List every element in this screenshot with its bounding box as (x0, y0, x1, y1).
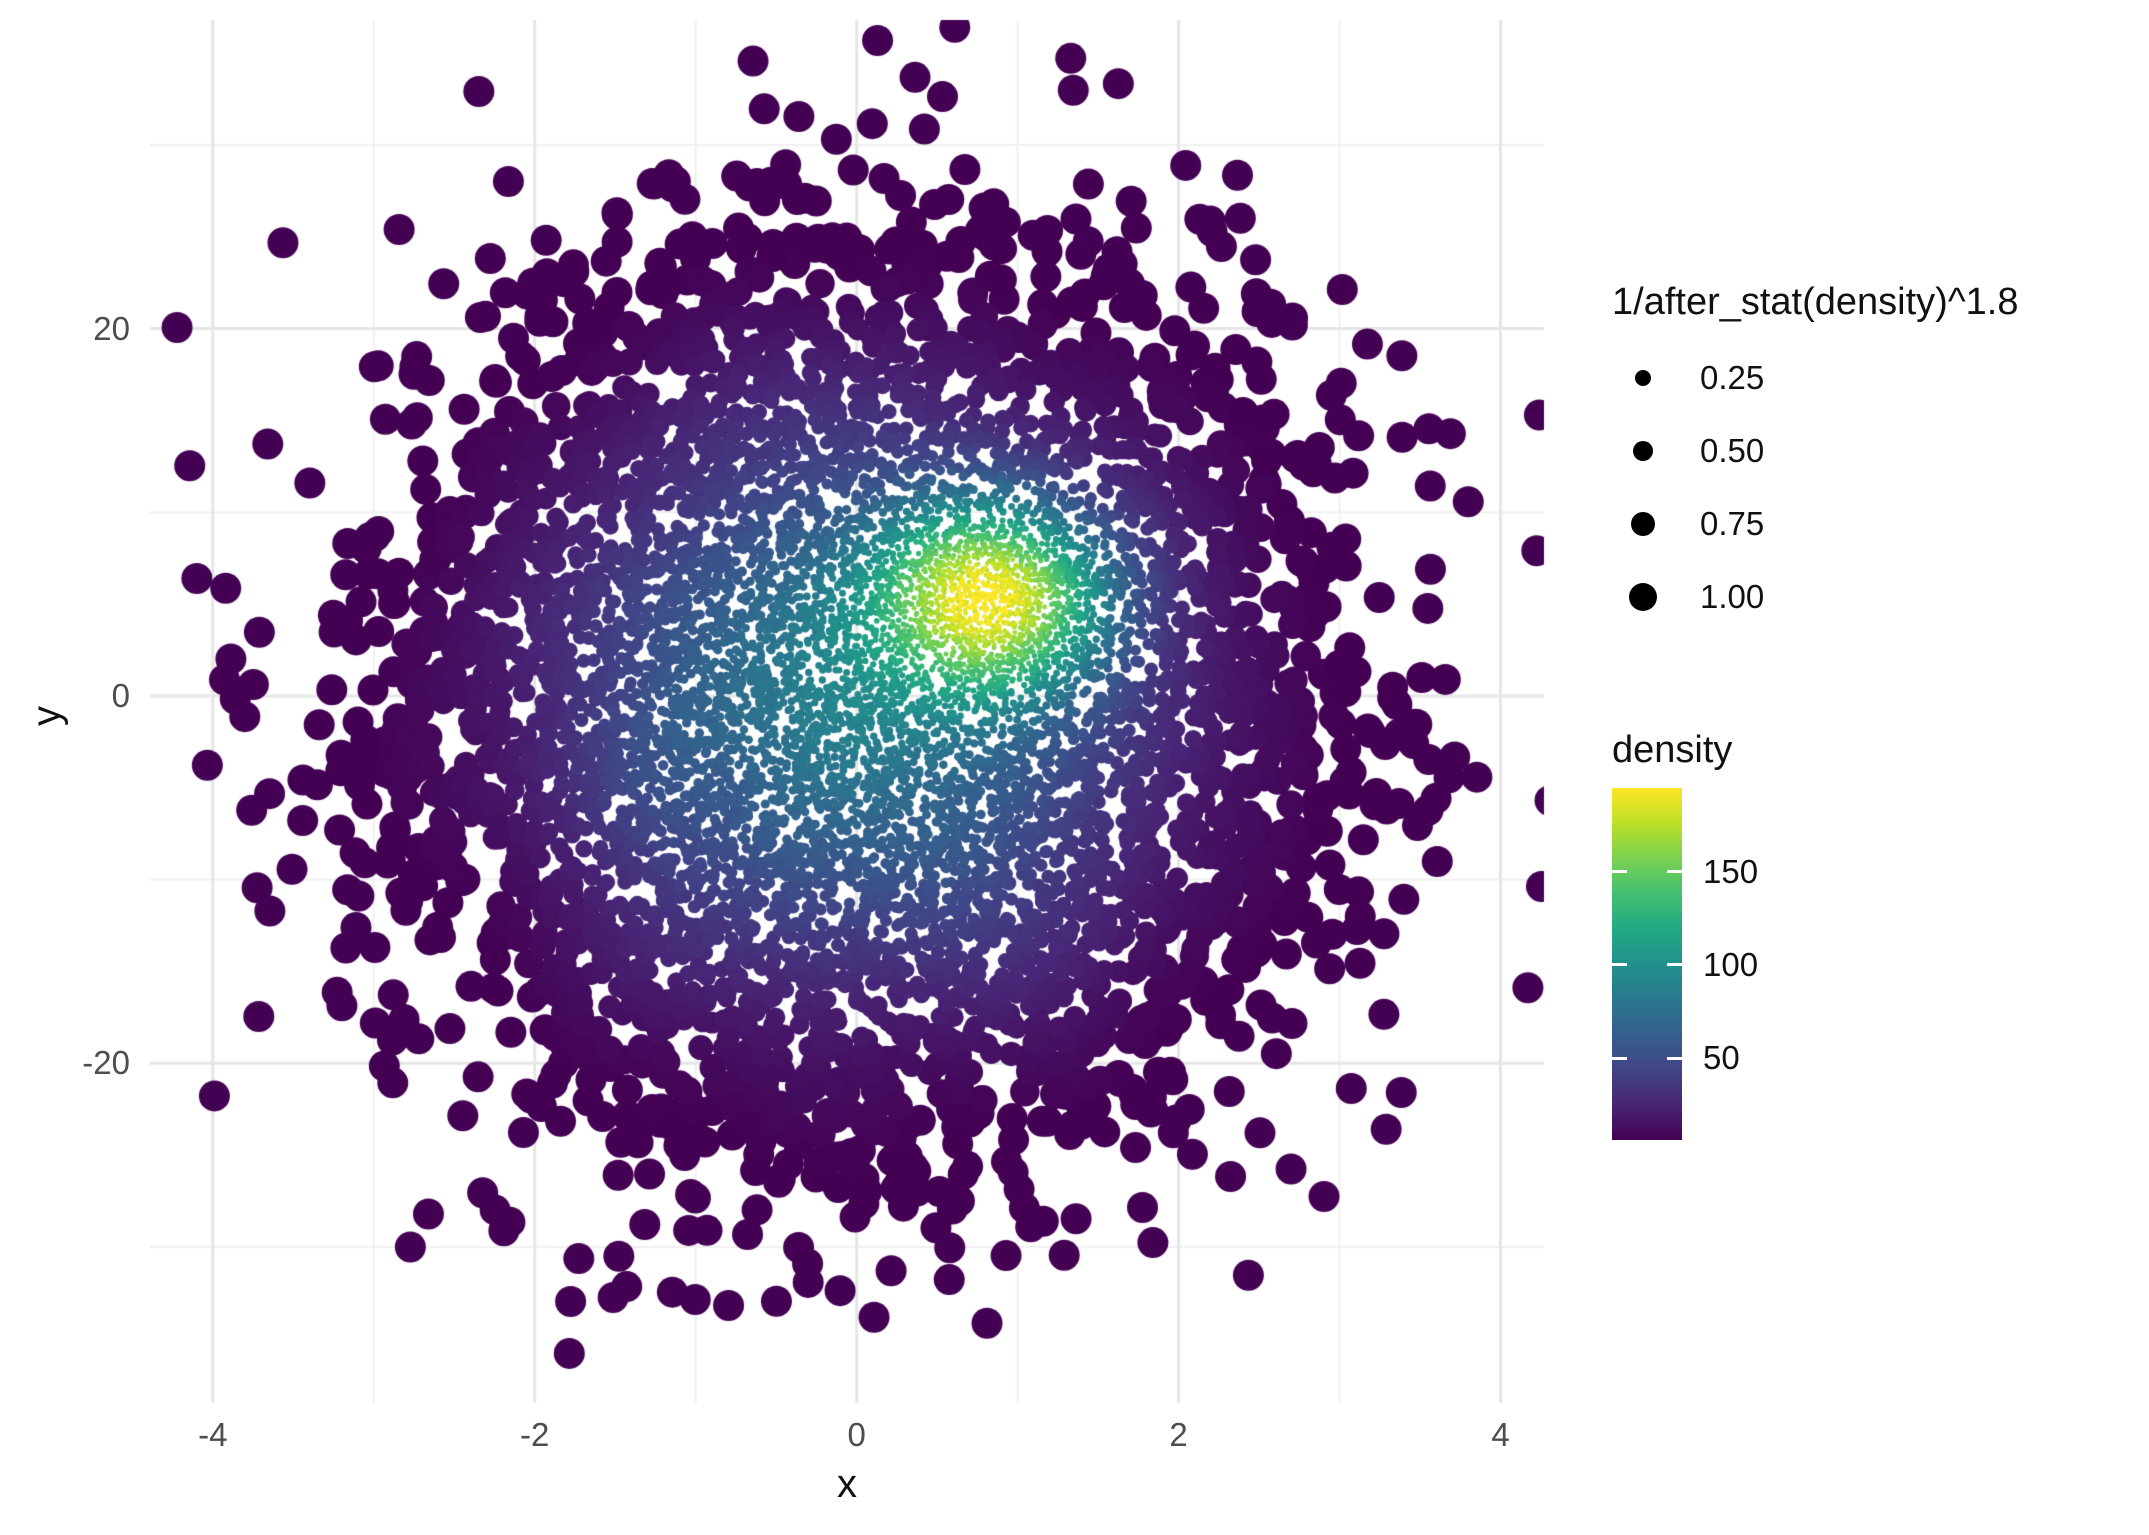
colorbar-tick-mark (1612, 1056, 1627, 1060)
density-legend-title: density (1612, 729, 1733, 771)
size-legend-title: 1/after_stat(density)^1.8 (1612, 281, 2019, 323)
size-legend-entry: 0.25 (1612, 343, 2018, 413)
size-legend-dot-cell (1612, 512, 1674, 536)
size-legend-dot-icon (1631, 512, 1655, 536)
size-legend-entry: 1.00 (1612, 562, 2018, 632)
size-legend-entry: 0.50 (1612, 416, 2018, 486)
density-colorbar: 150 100 50 (1612, 788, 1758, 1140)
size-legend-value: 0.75 (1700, 505, 1765, 542)
size-legend-dot-cell (1612, 370, 1674, 386)
x-tick-label: 0 (847, 1416, 866, 1453)
size-legend-value: 0.25 (1700, 359, 1765, 396)
size-legend-value: 1.00 (1700, 578, 1765, 615)
size-legend-dot-icon (1635, 370, 1651, 386)
size-legend: 1/after_stat(density)^1.8 0.25 0.50 0.75 1.… (1612, 278, 2018, 635)
colorbar-tick-mark (1667, 963, 1682, 967)
x-tick-label: 2 (1169, 1416, 1188, 1453)
colorbar-tick-label: 100 (1703, 945, 1759, 983)
y-tick-label: 0 (111, 676, 130, 714)
colorbar-tick-mark (1612, 963, 1627, 967)
size-legend-dot-cell (1612, 583, 1674, 611)
x-tick-label: -2 (520, 1416, 550, 1453)
colorbar-tick-mark (1667, 870, 1682, 874)
y-axis-title: y (24, 706, 69, 726)
x-tick-label: -4 (198, 1416, 228, 1453)
density-colorbar-legend: density 150 100 50 (1612, 726, 1758, 1140)
colorbar-tick-label: 50 (1703, 1039, 1740, 1077)
x-tick-label: 4 (1491, 1416, 1510, 1453)
colorbar-tick-mark (1667, 1056, 1682, 1060)
size-legend-value: 0.50 (1700, 432, 1765, 469)
size-legend-items: 0.25 0.50 0.75 1.00 (1612, 343, 2018, 632)
x-axis-title: x (837, 1462, 857, 1506)
size-legend-dot-icon (1633, 441, 1653, 461)
size-legend-dot-icon (1629, 583, 1657, 611)
colorbar-tick-mark (1612, 870, 1627, 874)
y-tick-label: 20 (93, 309, 130, 347)
colorbar-tick-label: 150 (1703, 852, 1759, 890)
y-tick-label: -20 (82, 1044, 130, 1082)
size-legend-entry: 0.75 (1612, 489, 2018, 559)
size-legend-dot-cell (1612, 441, 1674, 461)
